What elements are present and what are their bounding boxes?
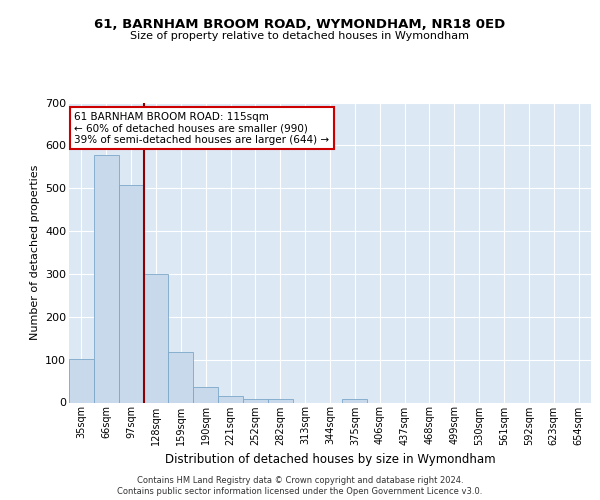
Text: 61 BARNHAM BROOM ROAD: 115sqm
← 60% of detached houses are smaller (990)
39% of : 61 BARNHAM BROOM ROAD: 115sqm ← 60% of d… (74, 112, 329, 144)
Bar (119, 185, 143, 402)
Bar (268, 398, 293, 402)
Bar (193, 387, 218, 402)
Bar (343, 399, 367, 402)
Bar (243, 398, 268, 402)
X-axis label: Distribution of detached houses by size in Wymondham: Distribution of detached houses by size … (164, 453, 496, 466)
Bar (94, 155, 119, 402)
Text: Contains HM Land Registry data © Crown copyright and database right 2024.: Contains HM Land Registry data © Crown c… (137, 476, 463, 485)
Bar (218, 396, 243, 402)
Bar (169, 352, 193, 403)
Y-axis label: Number of detached properties: Number of detached properties (29, 165, 40, 340)
Bar (143, 274, 169, 402)
Text: Size of property relative to detached houses in Wymondham: Size of property relative to detached ho… (131, 31, 470, 41)
Text: 61, BARNHAM BROOM ROAD, WYMONDHAM, NR18 0ED: 61, BARNHAM BROOM ROAD, WYMONDHAM, NR18 … (94, 18, 506, 30)
Bar (69, 359, 94, 403)
Text: Contains public sector information licensed under the Open Government Licence v3: Contains public sector information licen… (118, 487, 482, 496)
